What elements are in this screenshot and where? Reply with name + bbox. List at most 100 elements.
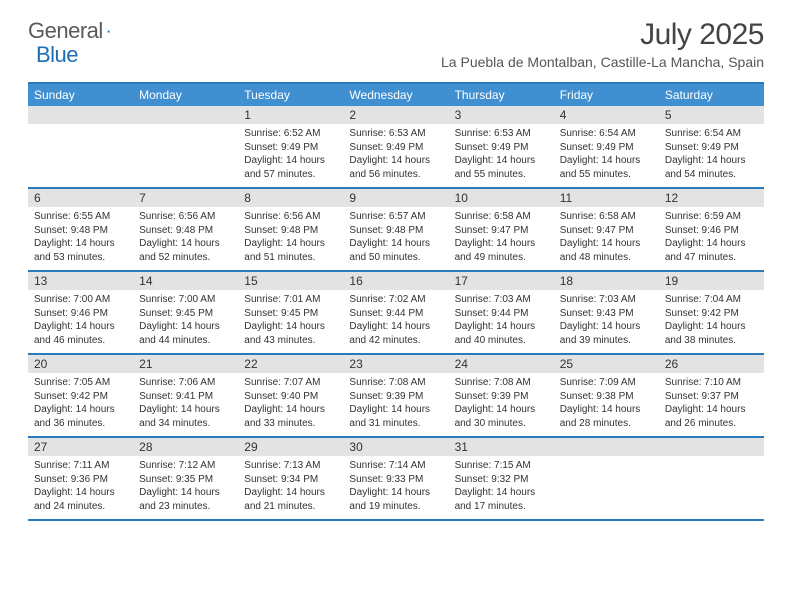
sunset-text: Sunset: 9:49 PM xyxy=(349,141,442,155)
day-cell xyxy=(554,438,659,519)
sunrise-text: Sunrise: 7:00 AM xyxy=(34,293,127,307)
week-row: 6Sunrise: 6:55 AMSunset: 9:48 PMDaylight… xyxy=(28,189,764,272)
day-details: Sunrise: 7:04 AMSunset: 9:42 PMDaylight:… xyxy=(659,290,764,353)
sunset-text: Sunset: 9:49 PM xyxy=(244,141,337,155)
day-cell: 4 Sunrise: 6:54 AMSunset: 9:49 PMDaylight… xyxy=(554,106,659,187)
day-number: 8 xyxy=(238,189,343,207)
brand-text-general: General xyxy=(28,18,103,44)
day-details: Sunrise: 7:06 AMSunset: 9:41 PMDaylight:… xyxy=(133,373,238,436)
day-details: Sunrise: 6:59 AMSunset: 9:46 PMDaylight:… xyxy=(659,207,764,270)
sunrise-text: Sunrise: 7:05 AM xyxy=(34,376,127,390)
daylight-text: Daylight: 14 hours and 24 minutes. xyxy=(34,486,127,513)
sunset-text: Sunset: 9:44 PM xyxy=(349,307,442,321)
sunrise-text: Sunrise: 7:15 AM xyxy=(455,459,548,473)
day-cell: 13Sunrise: 7:00 AMSunset: 9:46 PMDayligh… xyxy=(28,272,133,353)
day-number xyxy=(133,106,238,124)
week-row: 1Sunrise: 6:52 AMSunset: 9:49 PMDaylight… xyxy=(28,106,764,189)
day-number: 11 xyxy=(554,189,659,207)
day-number: 31 xyxy=(449,438,554,456)
brand-text-blue: Blue xyxy=(36,42,78,67)
weekday-header: Tuesday xyxy=(238,84,343,106)
day-details: Sunrise: 7:00 AMSunset: 9:46 PMDaylight:… xyxy=(28,290,133,353)
day-details: Sunrise: 7:03 AMSunset: 9:43 PMDaylight:… xyxy=(554,290,659,353)
daylight-text: Daylight: 14 hours and 43 minutes. xyxy=(244,320,337,347)
daylight-text: Daylight: 14 hours and 40 minutes. xyxy=(455,320,548,347)
sunset-text: Sunset: 9:47 PM xyxy=(455,224,548,238)
day-details: Sunrise: 6:52 AMSunset: 9:49 PMDaylight:… xyxy=(238,124,343,187)
sunset-text: Sunset: 9:32 PM xyxy=(455,473,548,487)
sunset-text: Sunset: 9:49 PM xyxy=(560,141,653,155)
title-block: July 2025 La Puebla de Montalban, Castil… xyxy=(441,18,764,70)
sails-icon xyxy=(107,23,110,39)
day-number: 1 xyxy=(238,106,343,124)
day-cell: 8Sunrise: 6:56 AMSunset: 9:48 PMDaylight… xyxy=(238,189,343,270)
day-details: Sunrise: 7:05 AMSunset: 9:42 PMDaylight:… xyxy=(28,373,133,436)
day-number: 4 xyxy=(554,106,659,124)
weeks-container: 1Sunrise: 6:52 AMSunset: 9:49 PMDaylight… xyxy=(28,106,764,521)
day-details: Sunrise: 7:07 AMSunset: 9:40 PMDaylight:… xyxy=(238,373,343,436)
day-number: 29 xyxy=(238,438,343,456)
sunrise-text: Sunrise: 6:53 AM xyxy=(455,127,548,141)
day-details: Sunrise: 7:08 AMSunset: 9:39 PMDaylight:… xyxy=(343,373,448,436)
daylight-text: Daylight: 14 hours and 46 minutes. xyxy=(34,320,127,347)
daylight-text: Daylight: 14 hours and 38 minutes. xyxy=(665,320,758,347)
day-cell: 18Sunrise: 7:03 AMSunset: 9:43 PMDayligh… xyxy=(554,272,659,353)
day-details: Sunrise: 7:13 AMSunset: 9:34 PMDaylight:… xyxy=(238,456,343,519)
day-cell: 3Sunrise: 6:53 AMSunset: 9:49 PMDaylight… xyxy=(449,106,554,187)
sunset-text: Sunset: 9:42 PM xyxy=(665,307,758,321)
day-cell: 23Sunrise: 7:08 AMSunset: 9:39 PMDayligh… xyxy=(343,355,448,436)
daylight-text: Daylight: 14 hours and 49 minutes. xyxy=(455,237,548,264)
weekday-header: Saturday xyxy=(659,84,764,106)
sunrise-text: Sunrise: 7:06 AM xyxy=(139,376,232,390)
day-details: Sunrise: 6:55 AMSunset: 9:48 PMDaylight:… xyxy=(28,207,133,270)
sunset-text: Sunset: 9:35 PM xyxy=(139,473,232,487)
weekday-header: Thursday xyxy=(449,84,554,106)
sunrise-text: Sunrise: 7:02 AM xyxy=(349,293,442,307)
sunrise-text: Sunrise: 6:54 AM xyxy=(560,127,653,141)
sunrise-text: Sunrise: 7:13 AM xyxy=(244,459,337,473)
sunrise-text: Sunrise: 6:59 AM xyxy=(665,210,758,224)
day-cell xyxy=(659,438,764,519)
day-details: Sunrise: 7:15 AMSunset: 9:32 PMDaylight:… xyxy=(449,456,554,519)
sunrise-text: Sunrise: 7:09 AM xyxy=(560,376,653,390)
day-cell: 21Sunrise: 7:06 AMSunset: 9:41 PMDayligh… xyxy=(133,355,238,436)
day-number: 19 xyxy=(659,272,764,290)
sunrise-text: Sunrise: 7:00 AM xyxy=(139,293,232,307)
sunrise-text: Sunrise: 7:03 AM xyxy=(455,293,548,307)
sunrise-text: Sunrise: 6:52 AM xyxy=(244,127,337,141)
daylight-text: Daylight: 14 hours and 51 minutes. xyxy=(244,237,337,264)
day-number: 26 xyxy=(659,355,764,373)
daylight-text: Daylight: 14 hours and 30 minutes. xyxy=(455,403,548,430)
sunset-text: Sunset: 9:48 PM xyxy=(349,224,442,238)
sunset-text: Sunset: 9:38 PM xyxy=(560,390,653,404)
sunrise-text: Sunrise: 7:07 AM xyxy=(244,376,337,390)
daylight-text: Daylight: 14 hours and 19 minutes. xyxy=(349,486,442,513)
day-details: Sunrise: 7:02 AMSunset: 9:44 PMDaylight:… xyxy=(343,290,448,353)
day-details: Sunrise: 6:53 AMSunset: 9:49 PMDaylight:… xyxy=(343,124,448,187)
daylight-text: Daylight: 14 hours and 21 minutes. xyxy=(244,486,337,513)
header: General July 2025 La Puebla de Montalban… xyxy=(0,0,792,76)
day-cell: 28Sunrise: 7:12 AMSunset: 9:35 PMDayligh… xyxy=(133,438,238,519)
sunset-text: Sunset: 9:39 PM xyxy=(349,390,442,404)
daylight-text: Daylight: 14 hours and 55 minutes. xyxy=(560,154,653,181)
day-number: 2 xyxy=(343,106,448,124)
day-details: Sunrise: 7:08 AMSunset: 9:39 PMDaylight:… xyxy=(449,373,554,436)
day-details xyxy=(659,456,764,506)
sunset-text: Sunset: 9:46 PM xyxy=(34,307,127,321)
day-details: Sunrise: 6:58 AMSunset: 9:47 PMDaylight:… xyxy=(449,207,554,270)
day-number: 30 xyxy=(343,438,448,456)
daylight-text: Daylight: 14 hours and 47 minutes. xyxy=(665,237,758,264)
week-row: 20Sunrise: 7:05 AMSunset: 9:42 PMDayligh… xyxy=(28,355,764,438)
sunrise-text: Sunrise: 7:08 AM xyxy=(349,376,442,390)
daylight-text: Daylight: 14 hours and 57 minutes. xyxy=(244,154,337,181)
day-number: 5 xyxy=(659,106,764,124)
location-subtitle: La Puebla de Montalban, Castille-La Manc… xyxy=(441,54,764,70)
day-number: 13 xyxy=(28,272,133,290)
sunset-text: Sunset: 9:45 PM xyxy=(139,307,232,321)
day-details: Sunrise: 7:03 AMSunset: 9:44 PMDaylight:… xyxy=(449,290,554,353)
day-number: 27 xyxy=(28,438,133,456)
day-details xyxy=(133,124,238,174)
sunset-text: Sunset: 9:42 PM xyxy=(34,390,127,404)
day-cell: 29Sunrise: 7:13 AMSunset: 9:34 PMDayligh… xyxy=(238,438,343,519)
day-cell: 20Sunrise: 7:05 AMSunset: 9:42 PMDayligh… xyxy=(28,355,133,436)
